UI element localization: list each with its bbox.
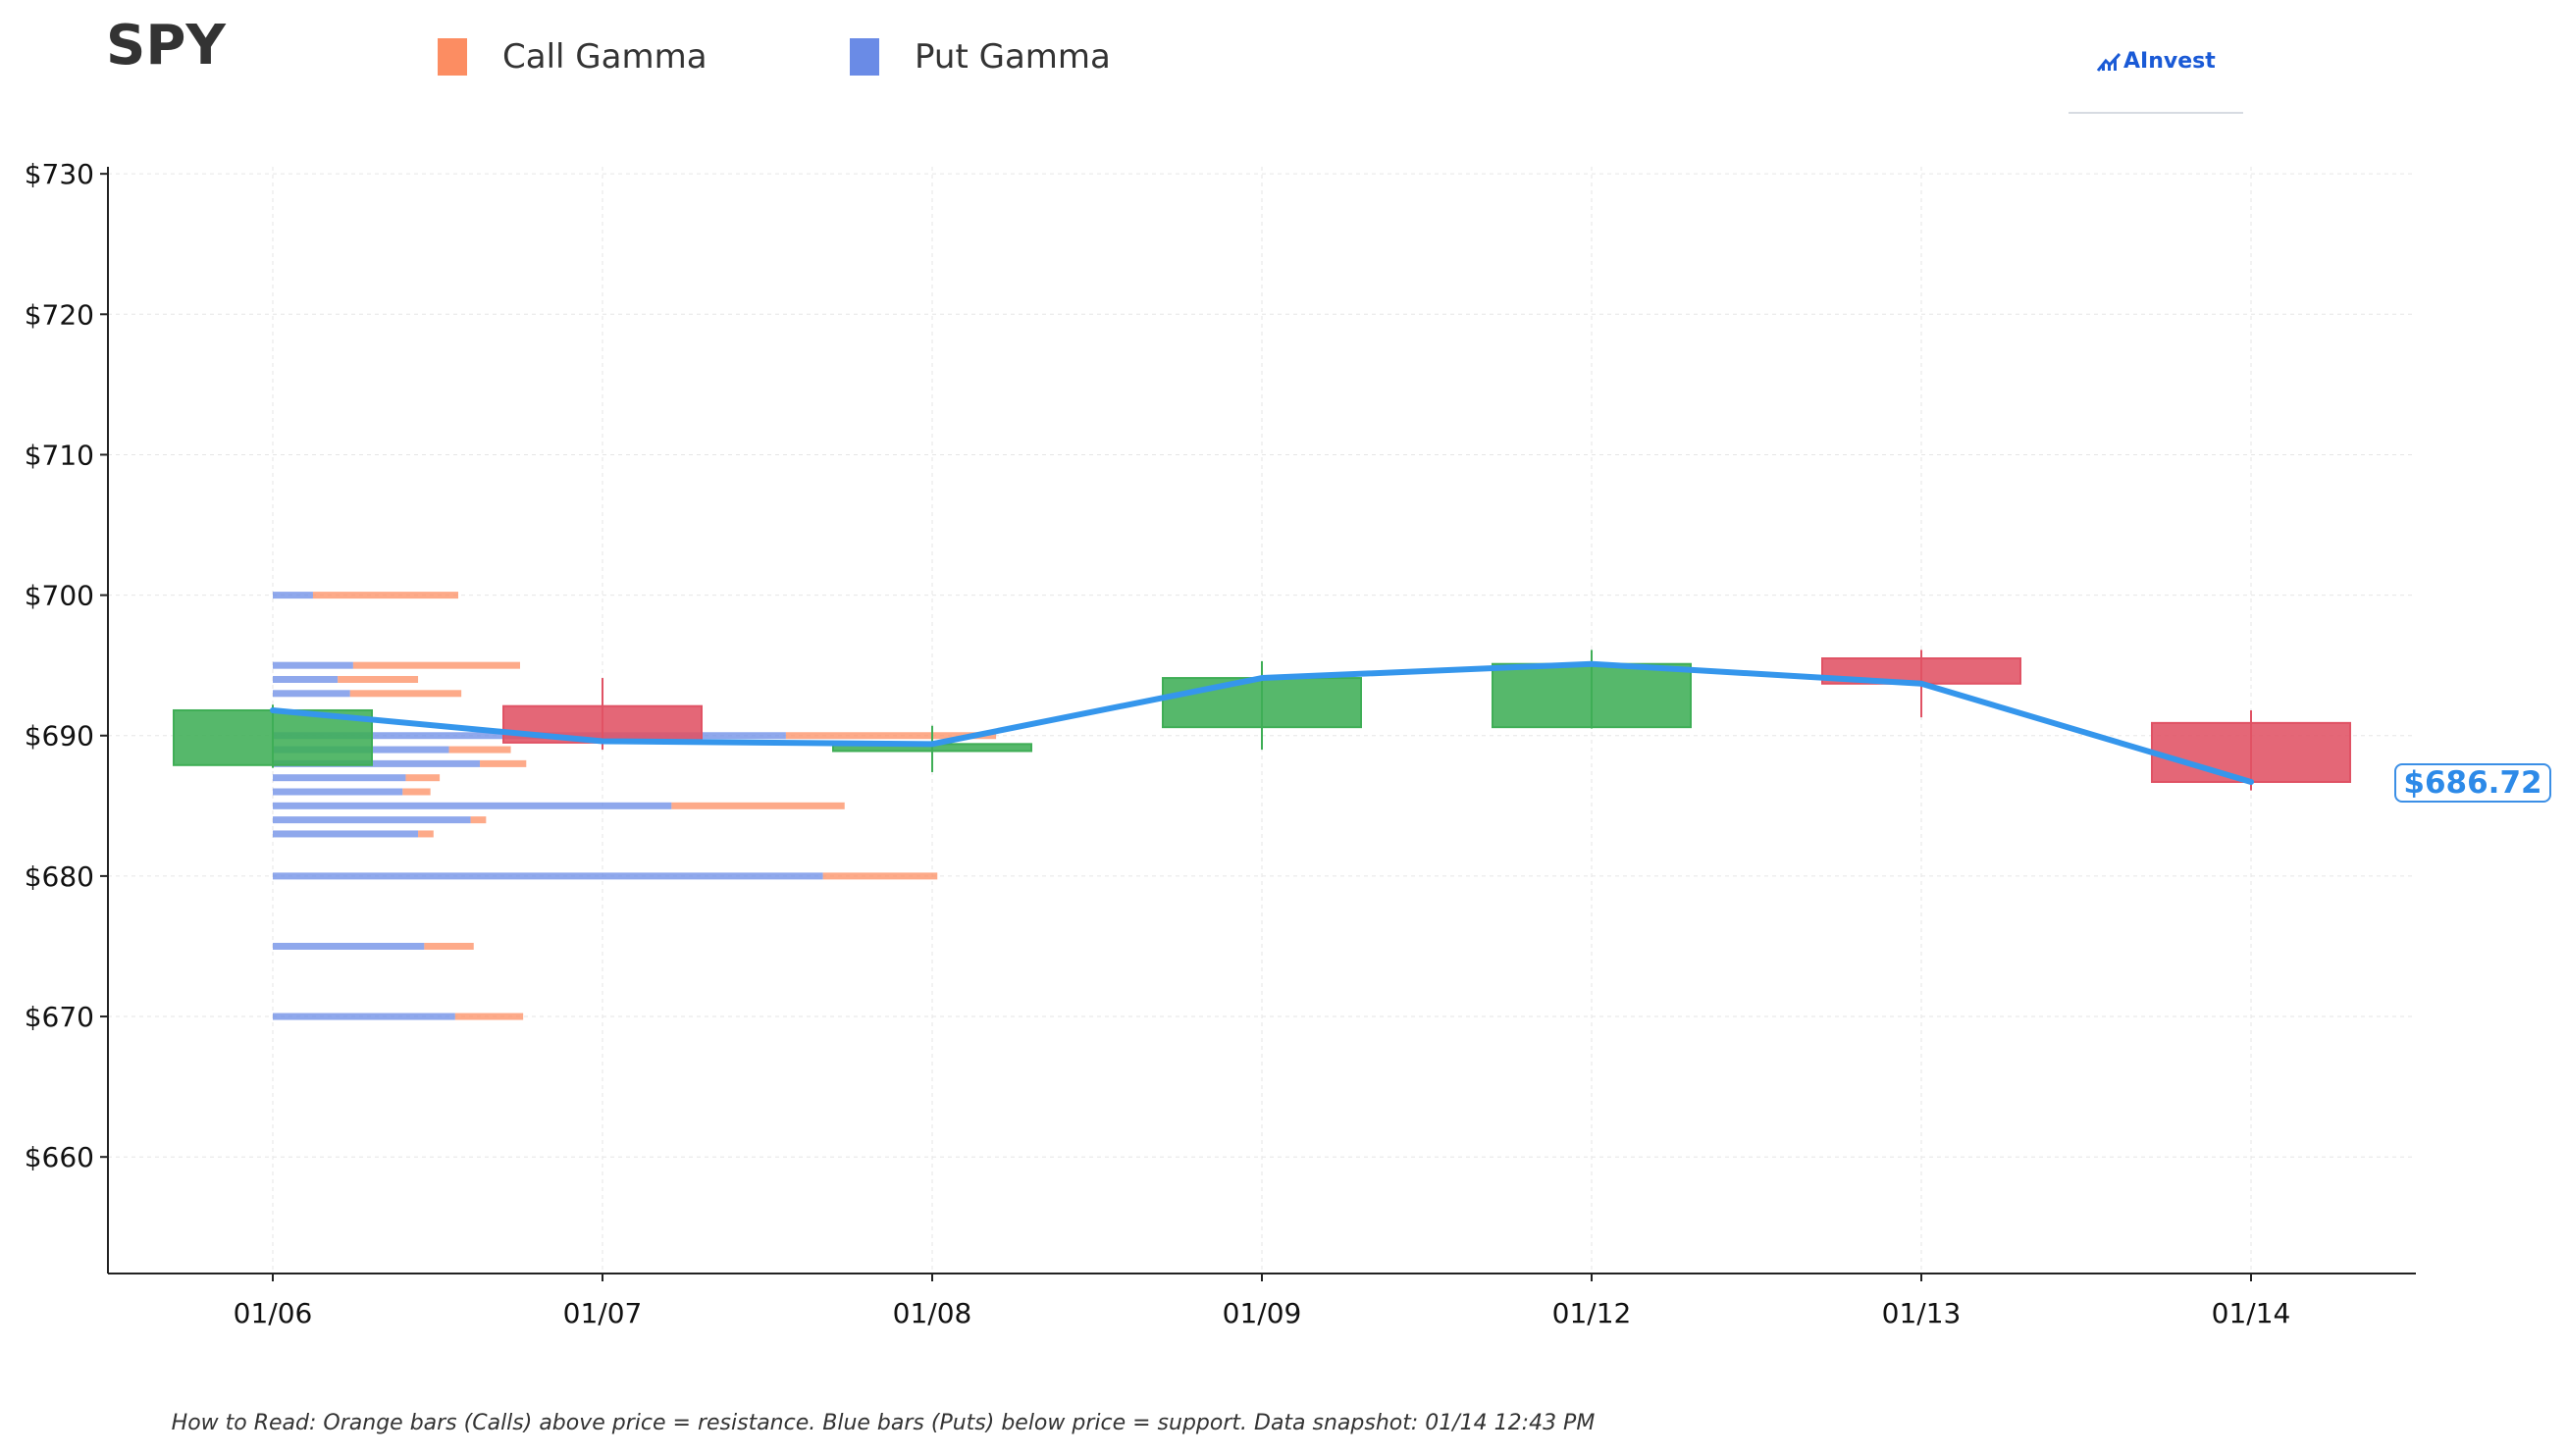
x-tick-label: 01/13: [1882, 1297, 1962, 1329]
put-gamma-bar: [273, 802, 672, 809]
candle-body: [1492, 662, 1692, 729]
x-tick-label: 01/12: [1552, 1297, 1632, 1329]
ainvest-logo: AInvest: [2096, 49, 2216, 74]
x-tick-label: 01/09: [1223, 1297, 1302, 1329]
x-tick-label: 01/06: [234, 1297, 313, 1329]
put-gamma-swatch: [850, 38, 879, 76]
call-gamma-bar: [785, 732, 997, 740]
call-gamma-bar: [480, 759, 527, 767]
call-gamma-bar: [470, 816, 487, 824]
gamma-bars: [273, 592, 997, 1020]
axes: $660 $670 $680 $690 $700 $710 $720 $730 01/06 01/…: [25, 158, 2416, 1329]
call-gamma-bar: [405, 774, 441, 782]
x-tick-label: 01/14: [2212, 1297, 2291, 1329]
x-tick-label: 01/08: [893, 1297, 972, 1329]
y-tick-label: $670: [25, 1001, 94, 1033]
put-gamma-bar: [273, 830, 419, 838]
logo-text: AInvest: [2123, 49, 2216, 74]
call-gamma-bar: [822, 872, 938, 880]
call-gamma-bar: [454, 1013, 524, 1020]
put-gamma-bar: [273, 661, 353, 669]
put-gamma-bar: [273, 592, 313, 599]
logo-chart-icon: [2096, 52, 2122, 72]
put-gamma-bar: [273, 774, 406, 782]
y-tick-label: $730: [25, 158, 94, 190]
logo-divider: [2069, 112, 2243, 114]
put-gamma-bar: [273, 759, 481, 767]
y-tick-label: $680: [25, 860, 94, 893]
put-gamma-bar: [273, 942, 425, 950]
candle-body: [1162, 677, 1362, 729]
y-tick-label: $710: [25, 439, 94, 471]
y-tick-label: $720: [25, 298, 94, 331]
close-price-line: [270, 660, 2254, 785]
call-gamma-bar: [448, 746, 511, 754]
call-gamma-bar: [402, 788, 431, 796]
call-gamma-bar: [352, 661, 520, 669]
current-price-tag: $686.72: [2394, 763, 2551, 803]
y-tick-label: $690: [25, 720, 94, 753]
how-to-read-footer: How to Read: Orange bars (Calls) above p…: [171, 1411, 1596, 1435]
close-line-path: [270, 660, 2254, 785]
legend-label-put: Put Gamma: [915, 37, 1111, 77]
put-gamma-bar: [273, 690, 350, 698]
put-gamma-bar: [273, 1013, 455, 1020]
y-tick-label: $660: [25, 1141, 94, 1173]
legend-label-call: Call Gamma: [502, 37, 707, 77]
put-gamma-bar: [273, 675, 339, 683]
put-gamma-bar: [273, 816, 471, 824]
call-gamma-bar: [671, 802, 845, 809]
candles: [173, 650, 2351, 791]
put-gamma-bar: [273, 788, 403, 796]
call-gamma-bar: [424, 942, 474, 950]
call-gamma-swatch: [438, 38, 467, 76]
y-tick-label: $700: [25, 580, 94, 612]
call-gamma-bar: [338, 675, 419, 683]
ticker-title: SPY: [106, 14, 226, 78]
call-gamma-bar: [418, 830, 434, 838]
call-gamma-bar: [349, 690, 462, 698]
call-gamma-bar: [312, 592, 458, 599]
legend-put-gamma: Put Gamma: [850, 37, 1111, 77]
candle-body: [2151, 721, 2351, 783]
put-gamma-bar: [273, 872, 823, 880]
legend-call-gamma: Call Gamma: [438, 37, 707, 77]
x-tick-label: 01/07: [563, 1297, 643, 1329]
